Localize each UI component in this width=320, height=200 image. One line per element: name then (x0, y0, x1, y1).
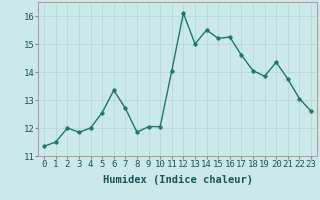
X-axis label: Humidex (Indice chaleur): Humidex (Indice chaleur) (103, 175, 252, 185)
